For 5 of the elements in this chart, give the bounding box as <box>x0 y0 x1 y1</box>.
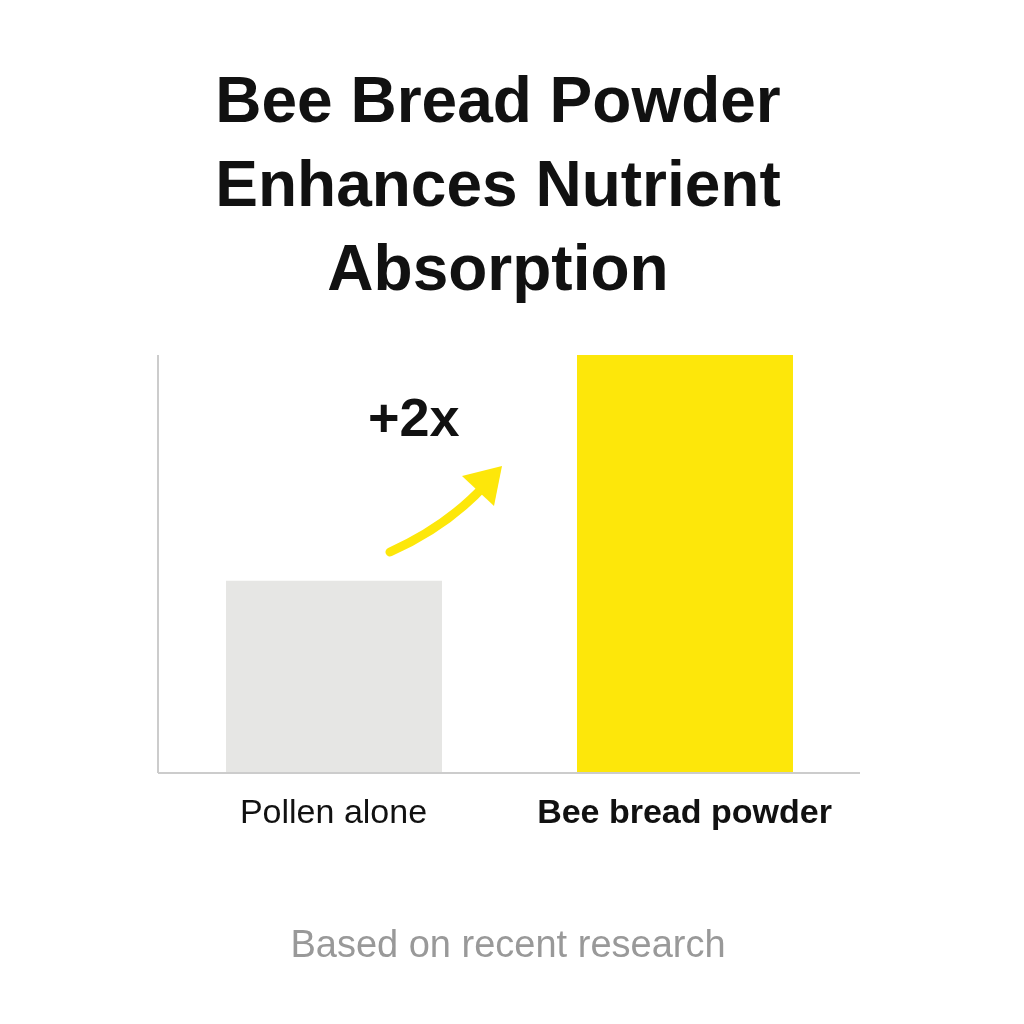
x-tick-label: Pollen alone <box>239 792 428 831</box>
annotation: +2x <box>368 386 460 448</box>
x-tick-label: Bee bread powder <box>537 792 832 831</box>
chart-title: Bee Bread Powder Enhances Nutrient Absorption <box>214 63 782 306</box>
text: Based on recent research <box>289 923 727 966</box>
